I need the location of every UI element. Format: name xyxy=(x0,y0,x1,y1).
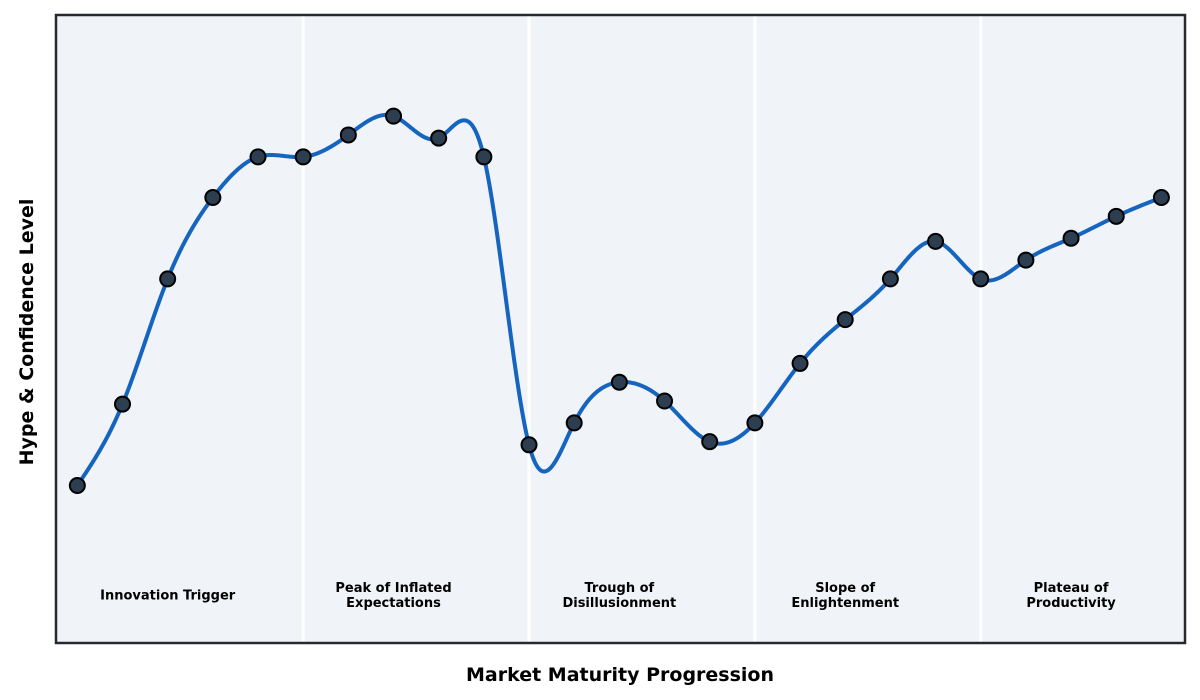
data-point xyxy=(1152,189,1170,207)
data-point xyxy=(1107,207,1125,225)
data-point xyxy=(565,414,583,432)
data-point xyxy=(294,148,312,166)
data-point xyxy=(746,414,764,432)
data-point xyxy=(339,126,357,144)
data-point xyxy=(430,129,448,147)
data-point xyxy=(881,270,899,288)
data-point xyxy=(204,189,222,207)
data-point xyxy=(656,392,674,410)
data-point xyxy=(520,436,538,454)
data-point xyxy=(1017,251,1035,269)
data-point xyxy=(114,395,131,413)
data-point xyxy=(927,232,945,250)
data-point xyxy=(972,270,990,288)
data-point xyxy=(701,433,719,451)
plot-border xyxy=(54,13,1187,645)
data-point xyxy=(610,373,628,391)
data-point xyxy=(836,311,854,329)
data-point xyxy=(791,354,809,372)
x-axis-label: Market Maturity Progression xyxy=(465,664,775,686)
y-axis-label: Hype & Confidence Level xyxy=(16,198,38,466)
data-point xyxy=(159,270,177,288)
plot-background xyxy=(56,15,1185,643)
data-point xyxy=(385,107,403,125)
phase-label-trough-of-disillusionment: Trough of Disillusionment xyxy=(562,580,677,611)
data-point xyxy=(249,148,267,166)
phase-label-slope-of-enlightenment: Slope of Enlightenment xyxy=(791,580,900,611)
phase-label-innovation-trigger: Innovation Trigger xyxy=(100,588,236,604)
phase-label-plateau-of-productivity: Plateau of Productivity xyxy=(1026,580,1116,611)
data-point xyxy=(68,477,86,494)
data-point xyxy=(1062,229,1080,247)
data-point xyxy=(475,148,493,166)
phase-label-peak-of-inflated-expectations: Peak of Inflated Expectations xyxy=(335,580,452,611)
